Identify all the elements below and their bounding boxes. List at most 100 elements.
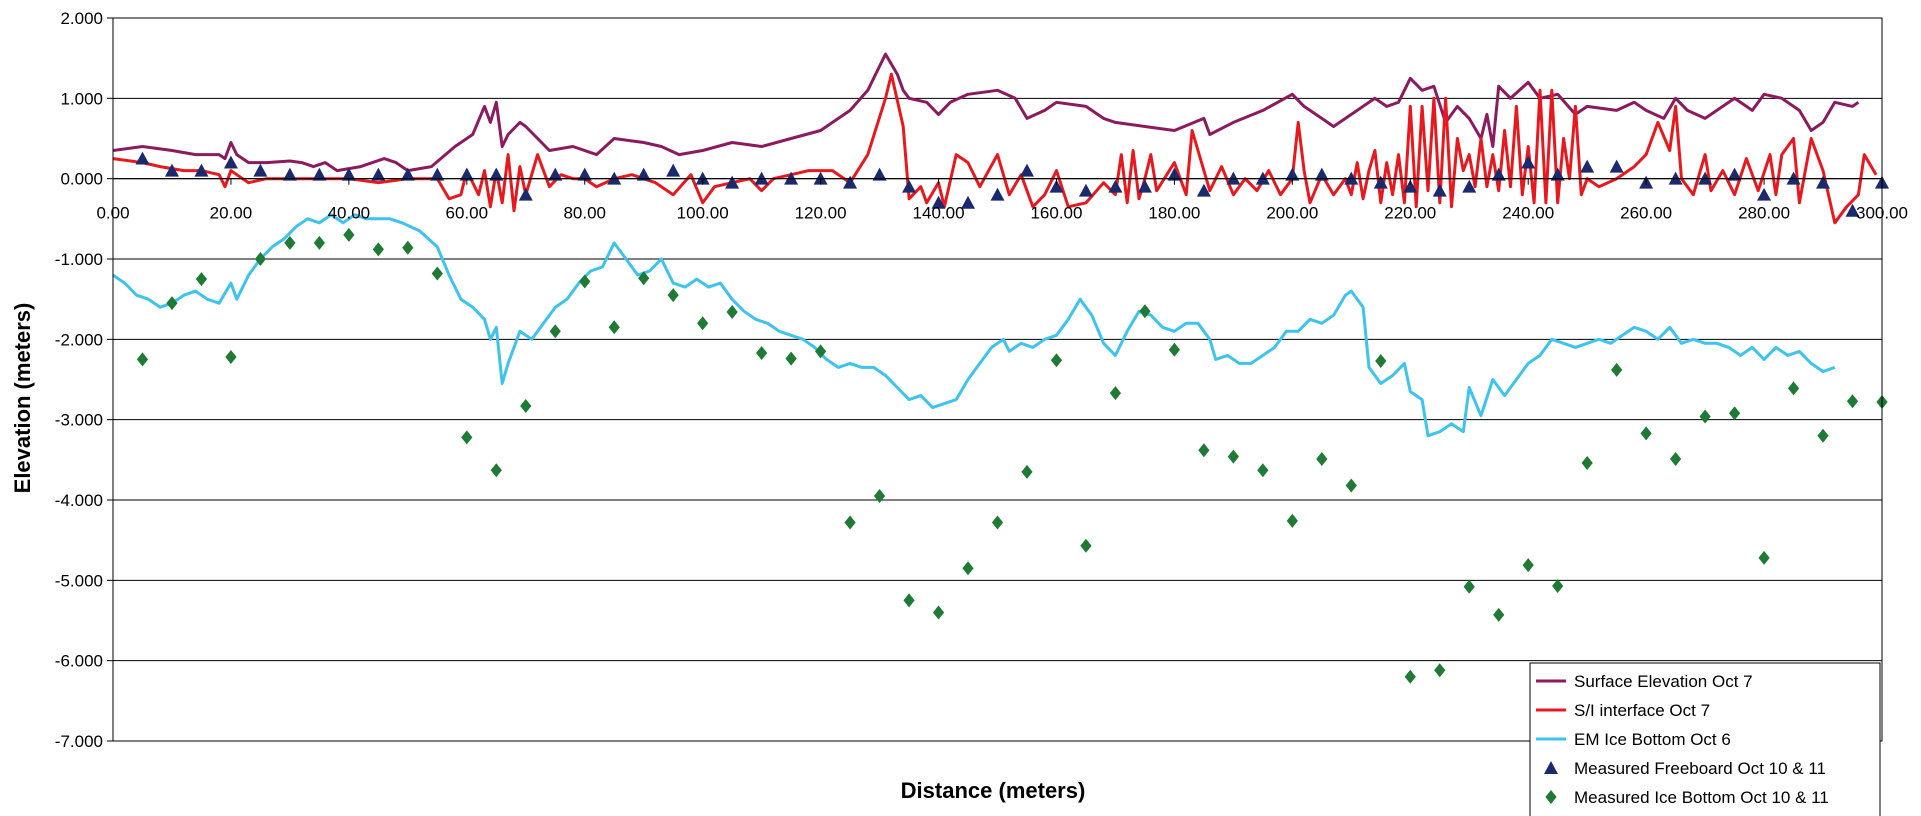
data-point-diamond <box>932 605 945 620</box>
data-point-diamond <box>402 240 414 255</box>
series-line <box>112 213 1836 438</box>
y-axis-title: Elevation (meters) <box>10 303 35 494</box>
data-point-triangle <box>164 163 179 177</box>
legend-box <box>1529 662 1881 816</box>
x-tick-label: 260.00 <box>1620 204 1672 223</box>
legend-item: Measured Ice Bottom Oct 10 & 11 <box>1545 788 1829 807</box>
x-tick-label: 240.00 <box>1502 204 1554 223</box>
series-1 <box>112 72 1878 225</box>
x-tick-label: 300.00 <box>1856 204 1908 223</box>
data-point-diamond <box>903 593 915 608</box>
data-point-triangle <box>1816 175 1831 189</box>
data-point-triangle <box>1727 167 1742 181</box>
x-axis-ticks: 0.00 20.00 40.00 60.00 80.00 100.00 120.00 140.… <box>96 178 1908 223</box>
data-point-diamond <box>1050 353 1063 368</box>
legend-item: EM Ice Bottom Oct 6 <box>1536 730 1731 749</box>
x-tick-label: 0.00 <box>96 204 129 223</box>
data-point-triangle <box>1757 187 1772 201</box>
data-point-diamond <box>1611 362 1623 377</box>
data-point-triangle <box>990 187 1005 201</box>
data-point-triangle <box>1285 167 1300 181</box>
data-point-triangle <box>518 187 533 201</box>
data-point-diamond <box>195 272 208 287</box>
data-point-diamond <box>785 351 797 366</box>
data-point-triangle <box>194 163 209 177</box>
data-point-diamond <box>254 252 267 266</box>
data-point-triangle <box>961 195 976 209</box>
data-point-diamond <box>1021 464 1033 479</box>
data-point-triangle <box>400 167 415 181</box>
data-point-diamond <box>1375 354 1387 369</box>
data-point-diamond <box>1316 452 1328 467</box>
data-point-diamond <box>962 561 974 576</box>
y-tick-label: 1.000 <box>60 89 103 108</box>
x-tick-label: 120.00 <box>795 204 847 223</box>
data-point-diamond <box>520 399 532 414</box>
data-point-triangle <box>1108 179 1123 193</box>
x-tick-label: 220.00 <box>1384 204 1436 223</box>
data-point-diamond <box>1080 538 1092 553</box>
legend-triangle-swatch <box>1544 761 1558 774</box>
legend-item: S/I interface Oct 7 <box>1536 701 1710 720</box>
data-point-triangle <box>1196 183 1211 197</box>
data-point-diamond <box>431 266 443 281</box>
data-point-diamond <box>1758 550 1770 565</box>
y-tick-label: -2.000 <box>55 330 103 349</box>
legend-label: EM Ice Bottom Oct 6 <box>1574 730 1731 749</box>
data-point-diamond <box>1493 607 1505 622</box>
data-point-diamond <box>313 235 325 250</box>
data-point-triangle <box>1019 163 1034 177</box>
x-tick-label: 60.00 <box>446 204 489 223</box>
y-tick-label: 0.000 <box>60 170 103 189</box>
data-point-diamond <box>1552 578 1564 593</box>
data-point-triangle <box>577 167 592 181</box>
data-point-triangle <box>843 175 858 189</box>
data-point-triangle <box>1550 167 1565 181</box>
x-tick-label: 200.00 <box>1266 204 1318 223</box>
legend-label: S/I interface Oct 7 <box>1574 701 1710 720</box>
y-tick-label: -5.000 <box>55 571 103 590</box>
data-point-triangle <box>1137 179 1152 193</box>
data-point-triangle <box>725 175 740 189</box>
x-tick-label: 20.00 <box>210 204 253 223</box>
data-point-diamond <box>638 271 650 286</box>
data-point-triangle <box>1403 179 1418 193</box>
x-tick-label: 140.00 <box>913 204 965 223</box>
data-point-diamond <box>284 235 296 250</box>
data-point-triangle <box>253 163 268 177</box>
legend-item: Surface Elevation Oct 7 <box>1536 672 1753 691</box>
legend-item: Measured Freeboard Oct 10 & 11 <box>1544 759 1826 778</box>
data-point-diamond <box>1109 386 1122 401</box>
data-point-diamond <box>1846 394 1859 409</box>
legend-diamond-swatch <box>1545 790 1557 804</box>
legend-label: Surface Elevation Oct 7 <box>1574 672 1753 691</box>
data-point-triangle <box>1521 155 1536 169</box>
data-point-triangle <box>489 167 504 181</box>
data-point-diamond <box>1198 443 1210 458</box>
data-point-diamond <box>490 463 502 478</box>
data-point-triangle <box>341 167 356 181</box>
data-point-triangle <box>459 167 474 181</box>
data-point-diamond <box>1168 342 1180 357</box>
data-point-triangle <box>1462 179 1477 193</box>
data-point-diamond <box>1139 304 1151 319</box>
data-point-triangle <box>1167 167 1182 181</box>
data-point-diamond <box>372 242 384 257</box>
plot-area-frame <box>112 17 1883 742</box>
data-point-triangle <box>548 167 563 181</box>
data-point-diamond <box>1404 669 1416 684</box>
x-tick-label: 180.00 <box>1148 204 1200 223</box>
series-line <box>112 72 1878 225</box>
data-point-diamond <box>697 316 709 331</box>
legend: Surface Elevation Oct 7 S/I interface Oct… <box>1529 662 1881 816</box>
data-point-triangle <box>666 163 681 177</box>
data-point-triangle <box>135 151 150 165</box>
data-point-triangle <box>1491 167 1506 181</box>
x-tick-label: 100.00 <box>677 204 729 223</box>
data-point-diamond <box>815 344 827 359</box>
data-point-diamond <box>1670 452 1682 467</box>
data-point-triangle <box>223 155 238 169</box>
y-tick-label: -6.000 <box>55 652 103 671</box>
data-point-diamond <box>1286 513 1298 528</box>
